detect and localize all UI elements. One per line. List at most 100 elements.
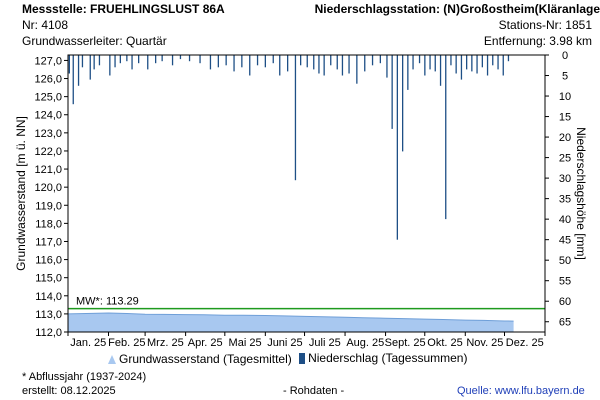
precipitation-bar	[323, 55, 325, 76]
mean-water-level-label: MW*: 113.29	[76, 296, 139, 308]
precipitation-bar	[439, 55, 442, 86]
y2-tick-label: 65	[559, 317, 571, 329]
y2-tick-label: 35	[559, 194, 571, 206]
precipitation-bar	[336, 55, 338, 70]
precipitation-bar	[371, 55, 374, 66]
y2-tick-label: 45	[559, 235, 571, 247]
precipitation-bar	[89, 55, 91, 80]
precipitation-bar	[471, 55, 473, 72]
x-tick-label: Juli 25	[309, 337, 341, 349]
precipitation-bar	[294, 55, 297, 181]
precipitation-bar	[341, 55, 344, 76]
precipitation-bar	[492, 55, 494, 66]
precipitation-bar	[199, 55, 201, 64]
precipitation-bar	[114, 55, 116, 68]
legend-precipitation-label: Niederschlag (Tagessummen)	[308, 351, 468, 365]
legend-precipitation-swatch	[299, 352, 306, 364]
precipitation-bar	[313, 55, 315, 70]
precipitation-bar	[348, 55, 350, 74]
precipitation-bar	[386, 55, 388, 78]
y2-tick-label: 10	[559, 91, 571, 103]
precipitation-bar	[502, 55, 504, 76]
precipitation-bar	[171, 55, 174, 66]
legend-groundwater: Grundwasserstand (Tagesmittel)	[108, 352, 292, 366]
precipitation-bar	[450, 55, 452, 66]
source-link[interactable]: www.lfu.bayern.de	[494, 385, 585, 397]
y2-tick-label: 55	[559, 276, 571, 288]
y-tick-label: 120,0	[34, 182, 62, 194]
precipitation-bar	[396, 55, 398, 240]
precipitation-bar	[287, 55, 289, 72]
precipitation-bar	[217, 55, 219, 68]
x-tick-label: Mrz. 25	[147, 337, 184, 349]
precipitation-bar	[460, 55, 463, 80]
y-tick-label: 114,0	[35, 291, 62, 303]
precip-station-number: Stations-Nr: 1851	[498, 18, 592, 32]
y-tick-label: 125,0	[34, 92, 62, 104]
rawdata-label: - Rohdaten -	[283, 385, 345, 397]
precipitation-bar	[434, 55, 436, 72]
precipitation-bar	[455, 55, 457, 74]
groundwater-area	[68, 313, 514, 332]
precip-station-distance: Entfernung: 3.98 km	[483, 34, 592, 48]
precipitation-bar	[98, 55, 101, 66]
x-tick-label: Nov. 25	[466, 337, 503, 349]
precipitation-bar	[161, 55, 163, 62]
y-tick-label: 124,0	[34, 110, 62, 122]
precipitation-bar	[466, 55, 468, 70]
precipitation-bar	[486, 55, 489, 76]
y-tick-label: 126,0	[34, 74, 62, 86]
precipitation-bar	[264, 55, 266, 68]
precipitation-bar	[379, 55, 381, 64]
precipitation-bar	[391, 55, 393, 129]
precipitation-bar	[225, 55, 227, 66]
precipitation-bar	[72, 55, 74, 105]
y2-tick-label: 20	[559, 132, 571, 144]
precipitation-bar	[300, 55, 302, 66]
x-tick-label: Okt. 25	[427, 337, 462, 349]
precipitation-bar	[364, 55, 366, 72]
y-tick-label: 117,0	[35, 236, 62, 248]
source: Quelle: www.lfu.bayern.de	[457, 385, 585, 397]
y2-tick-label: 0	[562, 50, 568, 62]
precipitation-bar	[147, 55, 149, 70]
precipitation-bar	[429, 55, 431, 70]
x-tick-label: Aug. 25	[346, 337, 384, 349]
y-tick-label: 122,0	[34, 146, 62, 158]
precipitation-bar	[179, 55, 182, 60]
precipitation-bar	[402, 55, 404, 152]
y-tick-label: 118,0	[35, 218, 62, 230]
precipitation-bar	[407, 55, 409, 90]
precipitation-bar	[138, 55, 140, 64]
source-label: Quelle:	[457, 385, 495, 397]
legend-precipitation: Niederschlag (Tagessummen)	[299, 351, 467, 365]
groundwater-line	[67, 312, 514, 322]
y-axis-title: Grundwasserstand [m ü. NN]	[14, 116, 28, 271]
precip-station-title: Niederschlagsstation: (N)Großostheim(Klä…	[314, 2, 600, 16]
y-tick-label: 116,0	[35, 255, 62, 267]
precipitation-bar	[412, 55, 414, 70]
y-tick-label: 113,0	[35, 309, 62, 321]
precipitation-bar	[131, 55, 133, 70]
precipitation-bar	[476, 55, 478, 74]
station-number: Nr: 4108	[22, 18, 69, 32]
precipitation-bar	[424, 55, 426, 76]
y2-tick-label: 60	[559, 296, 571, 308]
y2-tick-label: 15	[559, 112, 571, 124]
precipitation-bar	[256, 55, 259, 66]
x-tick-label: Feb. 25	[108, 337, 145, 349]
footnote: * Abflussjahr (1937-2024)	[22, 371, 147, 383]
x-tick-label: Sept. 25	[385, 337, 426, 349]
y-tick-label: 121,0	[34, 164, 62, 176]
created-date: erstellt: 08.12.2025	[22, 385, 116, 397]
precipitation-bar	[77, 55, 80, 86]
precipitation-bar	[318, 55, 320, 74]
y-tick-label: 123,0	[34, 128, 62, 140]
precipitation-bar	[209, 55, 212, 70]
y2-tick-label: 40	[559, 214, 571, 226]
precipitation-bar	[445, 55, 447, 220]
precipitation-bar	[68, 55, 70, 74]
precipitation-bar	[81, 55, 84, 68]
legend: Grundwasserstand (Tagesmittel) Niedersch…	[108, 351, 471, 367]
precipitation-bar	[241, 55, 243, 68]
